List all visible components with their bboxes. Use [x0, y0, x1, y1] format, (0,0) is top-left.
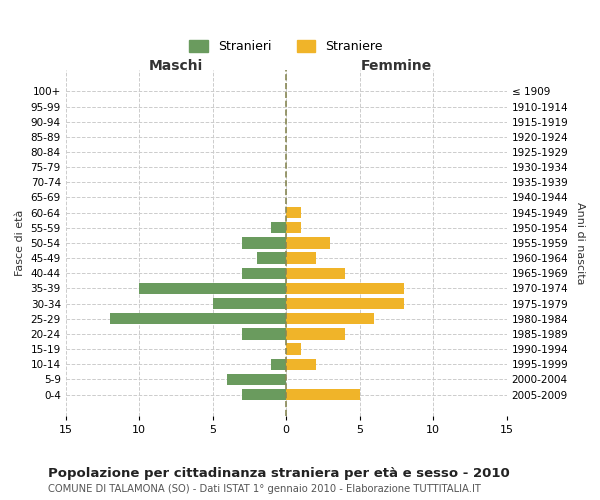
Bar — [286, 344, 301, 355]
Bar — [271, 358, 286, 370]
Bar — [257, 252, 286, 264]
Legend: Stranieri, Straniere: Stranieri, Straniere — [184, 34, 388, 58]
Text: COMUNE DI TALAMONA (SO) - Dati ISTAT 1° gennaio 2010 - Elaborazione TUTTITALIA.I: COMUNE DI TALAMONA (SO) - Dati ISTAT 1° … — [48, 484, 481, 494]
Y-axis label: Anni di nascita: Anni di nascita — [575, 202, 585, 284]
Y-axis label: Fasce di età: Fasce di età — [15, 210, 25, 276]
Bar — [286, 238, 331, 248]
Bar — [286, 328, 345, 340]
Bar — [242, 268, 286, 279]
Bar — [286, 222, 301, 234]
Bar — [286, 298, 404, 310]
Bar — [271, 222, 286, 234]
Text: Maschi: Maschi — [149, 59, 203, 73]
Text: Popolazione per cittadinanza straniera per età e sesso - 2010: Popolazione per cittadinanza straniera p… — [48, 468, 510, 480]
Bar — [286, 283, 404, 294]
Bar — [242, 238, 286, 248]
Bar — [139, 283, 286, 294]
Bar — [242, 389, 286, 400]
Bar — [286, 389, 360, 400]
Bar — [227, 374, 286, 385]
Bar — [286, 268, 345, 279]
Bar — [212, 298, 286, 310]
Bar — [110, 313, 286, 324]
Text: Femmine: Femmine — [361, 59, 432, 73]
Bar — [286, 313, 374, 324]
Bar — [286, 207, 301, 218]
Bar — [286, 252, 316, 264]
Bar — [286, 358, 316, 370]
Bar — [242, 328, 286, 340]
